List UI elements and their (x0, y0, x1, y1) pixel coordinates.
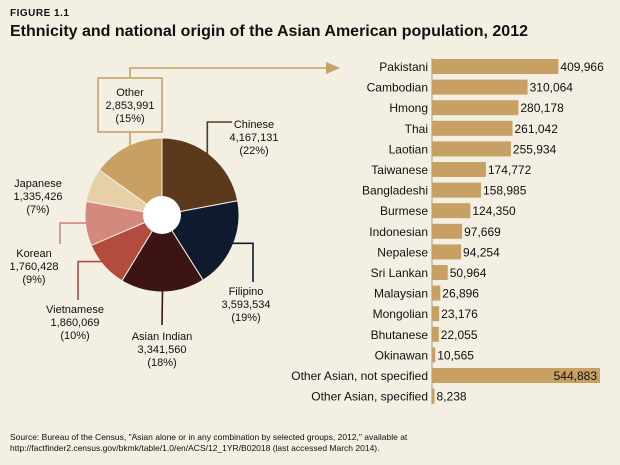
bar-value-label-other-asian-not-specified: 544,883 (554, 369, 598, 383)
pie-slice-chinese (161, 137, 239, 216)
bar-burmese (432, 203, 471, 219)
leader-line-asian-indian (161, 285, 164, 326)
pie-label-other-pct: (15%) (115, 113, 144, 125)
source-note: Source: Bureau of the Census, "Asian alo… (10, 432, 610, 454)
bar-value-label-cambodian: 310,064 (530, 81, 574, 95)
bar-taiwanese (432, 162, 486, 177)
pie-label-korean-name: Korean (16, 248, 51, 260)
bar-laotian (432, 141, 511, 157)
source-line-1: Source: Bureau of the Census, "Asian alo… (10, 432, 408, 442)
connector-line-to-bars (129, 67, 328, 78)
pie-label-vietnamese-name: Vietnamese (46, 304, 104, 316)
bar-value-label-thai: 261,042 (514, 122, 558, 136)
pie-label-korean-value: 1,760,428 (10, 261, 59, 273)
bar-category-label-other-asian-specified: Other Asian, specified (311, 390, 428, 404)
bar-category-label-indonesian: Indonesian (369, 225, 428, 239)
bar-category-label-okinawan: Okinawan (375, 348, 428, 362)
bar-other-asian-not-specified (432, 368, 600, 383)
pie-label-vietnamese-value: 1,860,069 (51, 317, 100, 329)
bar-value-label-bangladeshi: 158,985 (483, 184, 527, 198)
pie-label-asian-indian-value: 3,341,560 (138, 344, 187, 356)
bar-other-asian-specified (432, 388, 435, 404)
bar-value-label-pakistani: 409,966 (560, 60, 604, 74)
bar-bangladeshi (432, 182, 482, 198)
bar-category-label-hmong: Hmong (389, 101, 428, 115)
pie-label-asian-indian-pct: (18%) (147, 357, 176, 369)
pie-label-asian-indian-name: Asian Indian (132, 331, 193, 343)
bar-category-label-bhutanese: Bhutanese (371, 328, 429, 342)
chart-title: Ethnicity and national origin of the Asi… (10, 23, 528, 40)
bar-category-label-thai: Thai (405, 122, 428, 136)
bar-value-label-hmong: 280,178 (520, 101, 564, 115)
bar-category-label-bangladeshi: Bangladeshi (362, 184, 428, 198)
pie-label-chinese-name: Chinese (234, 119, 274, 131)
bar-category-label-mongolian: Mongolian (373, 307, 428, 321)
bar-cambodian (432, 79, 528, 95)
bar-mongolian (432, 306, 440, 322)
bar-value-label-malaysian: 26,896 (442, 287, 479, 301)
pie-label-other-value: 2,853,991 (106, 100, 155, 112)
connector-arrowhead (326, 62, 340, 74)
pie-label-japanese-value: 1,335,426 (14, 191, 63, 203)
bar-hmong (432, 100, 519, 116)
bar-value-label-indonesian: 97,669 (464, 225, 501, 239)
pie-label-vietnamese-pct: (10%) (60, 330, 89, 342)
bar-category-label-sri-lankan: Sri Lankan (371, 266, 428, 280)
bar-value-label-sri-lankan: 50,964 (450, 266, 487, 280)
bar-category-label-burmese: Burmese (380, 204, 428, 218)
bar-value-label-nepalese: 94,254 (463, 245, 500, 259)
leader-line-filipino (227, 242, 254, 282)
pie-label-japanese-pct: (7%) (26, 204, 49, 216)
bar-thai (432, 120, 513, 136)
bar-value-label-taiwanese: 174,772 (488, 163, 532, 177)
bar-value-label-okinawan: 10,565 (437, 348, 474, 362)
bar-category-label-other-asian-not-specified: Other Asian, not specified (291, 369, 428, 383)
bar-value-label-other-asian-specified: 8,238 (437, 390, 467, 404)
bar-malaysian (432, 285, 441, 301)
leader-line-korean (59, 222, 92, 244)
bar-indonesian (432, 223, 463, 239)
bar-category-label-pakistani: Pakistani (379, 60, 428, 74)
pie-slice-other (98, 137, 163, 216)
bar-category-label-laotian: Laotian (389, 142, 428, 156)
source-line-2: http://factfinder2.census.gov/bkmk/table… (10, 443, 380, 453)
pie-label-chinese-value: 4,167,131 (230, 132, 279, 144)
pie-label-filipino-pct: (19%) (231, 312, 260, 324)
bar-category-label-cambodian: Cambodian (367, 81, 428, 95)
figure-label: FIGURE 1.1 (10, 8, 70, 19)
pie-center-hole (143, 196, 181, 234)
bar-value-label-burmese: 124,350 (472, 204, 516, 218)
chart-canvas: Chinese4,167,131(22%)Filipino3,593,534(1… (10, 58, 604, 405)
pie-label-korean-pct: (9%) (22, 274, 45, 286)
bar-value-label-mongolian: 23,176 (441, 307, 478, 321)
bar-okinawan (432, 347, 436, 363)
pie-label-chinese-pct: (22%) (239, 145, 268, 157)
pie-slice-filipino (161, 200, 240, 281)
bar-category-label-nepalese: Nepalese (377, 245, 428, 259)
bar-value-label-laotian: 255,934 (513, 142, 557, 156)
bar-category-label-malaysian: Malaysian (374, 287, 428, 301)
bar-nepalese (432, 244, 462, 260)
pie-label-other-name: Other (116, 87, 144, 99)
leader-line-vietnamese (77, 260, 109, 300)
pie-label-japanese-name: Japanese (14, 178, 62, 190)
pie-label-filipino-value: 3,593,534 (222, 299, 271, 311)
bar-value-label-bhutanese: 22,055 (441, 328, 478, 342)
bar-sri-lankan (432, 265, 448, 280)
pie-label-filipino-name: Filipino (229, 286, 264, 298)
bar-pakistani (432, 59, 559, 74)
bar-category-label-taiwanese: Taiwanese (371, 163, 428, 177)
leader-line-chinese (206, 121, 232, 161)
bar-bhutanese (432, 326, 439, 342)
